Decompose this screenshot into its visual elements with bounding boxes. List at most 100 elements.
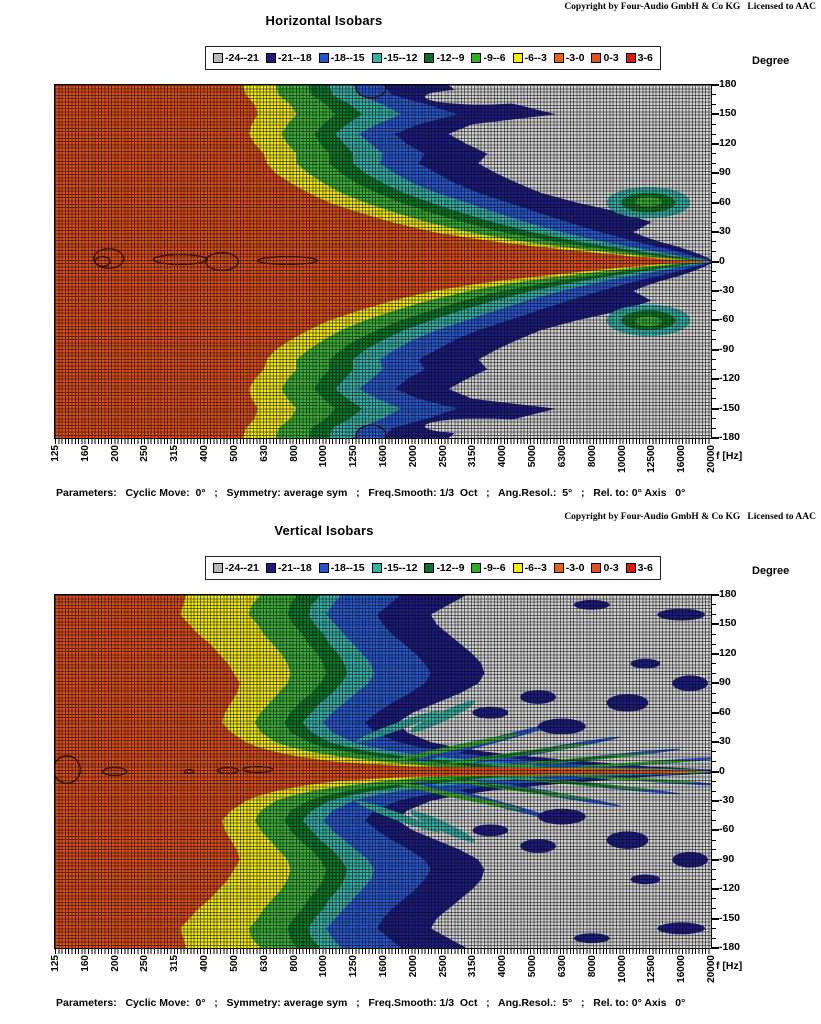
frequency-axis-ticks	[55, 439, 711, 444]
degree-tick-label: 150	[719, 617, 737, 630]
frequency-tick-label: 1000	[318, 955, 330, 978]
frequency-unit-label: f [Hz]	[716, 960, 743, 972]
major-tick	[712, 799, 719, 802]
legend-label: 3-6	[637, 562, 653, 574]
major-tick	[712, 348, 719, 351]
legend-entry: -18--15	[318, 52, 365, 64]
degree-tick-label: -150	[719, 401, 741, 414]
minor-tick	[712, 368, 716, 370]
minor-tick	[712, 692, 716, 694]
degree-tick-label: 0	[719, 254, 725, 267]
legend-entry: -15--12	[371, 52, 417, 64]
minor-tick	[712, 104, 716, 106]
major-tick	[712, 829, 719, 832]
legend-entry: -15--12	[371, 562, 417, 574]
minor-tick	[712, 329, 716, 331]
legend-swatch	[471, 53, 482, 63]
frequency-tick-label: 2500	[437, 955, 449, 978]
minor-tick	[712, 604, 716, 606]
frequency-tick-label: 6300	[556, 445, 568, 468]
chart-title: Vertical Isobars	[274, 523, 374, 538]
minor-tick	[712, 300, 716, 302]
minor-tick	[712, 417, 716, 419]
degree-tick-label: -150	[719, 911, 741, 924]
minor-tick	[712, 927, 716, 929]
minor-tick	[712, 251, 716, 253]
legend-entry: -3-0	[553, 562, 584, 574]
degree-tick-label: -90	[719, 852, 735, 865]
frequency-tick-label: 1600	[378, 955, 389, 978]
frequency-tick-label: 2500	[437, 445, 449, 468]
legend-swatch	[512, 53, 523, 63]
frequency-tick-label: 4000	[497, 445, 509, 468]
minor-tick	[712, 398, 716, 400]
major-tick	[712, 682, 719, 685]
minor-tick	[712, 908, 716, 910]
frequency-tick-label: 3150	[467, 955, 479, 978]
legend-label: -9--6	[483, 562, 506, 574]
degree-tick-label: -90	[719, 342, 735, 355]
degree-tick-label: 60	[719, 195, 731, 208]
frequency-tick-label: 200	[109, 955, 121, 972]
legend-swatch	[213, 53, 223, 63]
major-tick	[712, 113, 719, 116]
frequency-tick-label: 3150	[467, 445, 479, 468]
legend-label: -21--18	[277, 52, 312, 64]
frequency-tick-label: 5000	[527, 445, 539, 468]
isobar-plot-area	[54, 594, 719, 954]
minor-tick	[712, 761, 716, 763]
legend-swatch	[318, 53, 329, 63]
major-tick	[712, 84, 719, 86]
major-tick	[712, 231, 719, 234]
frequency-tick-label: 8000	[586, 445, 598, 468]
frequency-tick-label: 250	[139, 445, 151, 462]
legend-swatch	[265, 563, 276, 573]
legend-swatch	[553, 53, 564, 63]
major-tick	[712, 858, 719, 861]
frequency-tick-label: 16000	[676, 445, 688, 473]
degree-tick-labels: 180 150 120 90 60 30 0 -30 -60 -90 -120 -150 -180	[719, 78, 761, 443]
copyright-text: Copyright by Four-Audio GmbH & Co KG Lic…	[564, 512, 816, 522]
minor-tick	[712, 721, 716, 723]
minor-tick	[712, 427, 716, 429]
degree-tick-label: 0	[719, 764, 725, 777]
legend-entry: -6--3	[512, 52, 547, 64]
frequency-tick-label: 630	[258, 955, 270, 972]
major-tick	[712, 437, 719, 439]
minor-tick	[712, 820, 716, 822]
color-legend: -24--21 -21--18 -18--15 -15--12 -12--9 -9--6 -…	[205, 46, 661, 70]
frequency-tick-label: 8000	[586, 955, 598, 978]
legend-swatch	[471, 563, 482, 573]
legend-label: 3-6	[637, 52, 653, 64]
degree-tick-label: -60	[719, 313, 735, 326]
legend-entry: -12--9	[424, 52, 464, 64]
legend-label: -18--15	[330, 52, 365, 64]
major-tick	[712, 741, 719, 744]
minor-tick	[712, 702, 716, 704]
frequency-tick-label: 500	[228, 445, 240, 462]
legend-entry: -24--21	[213, 562, 259, 574]
legend-entry: -18--15	[318, 562, 365, 574]
minor-tick	[712, 780, 716, 782]
major-tick	[712, 201, 719, 204]
frequency-axis-ticks	[55, 949, 711, 954]
major-tick	[712, 770, 719, 773]
degree-tick-label: 120	[719, 136, 737, 149]
frequency-tick-label: 315	[169, 955, 181, 972]
minor-tick	[712, 898, 716, 900]
plot-grid-overlay	[55, 85, 711, 438]
legend-swatch	[371, 53, 382, 63]
degree-tick-label: 30	[719, 225, 731, 238]
frequency-tick-label: 630	[258, 445, 270, 462]
legend-swatch	[213, 563, 223, 573]
frequency-tick-label: 5000	[527, 955, 539, 978]
minor-tick	[712, 211, 716, 213]
legend-entry: -3-0	[553, 52, 584, 64]
legend-swatch	[591, 563, 602, 573]
minor-tick	[712, 133, 716, 135]
legend-swatch	[625, 53, 636, 63]
minor-tick	[712, 339, 716, 341]
legend-swatch	[512, 563, 523, 573]
legend-entry: -21--18	[265, 562, 312, 574]
